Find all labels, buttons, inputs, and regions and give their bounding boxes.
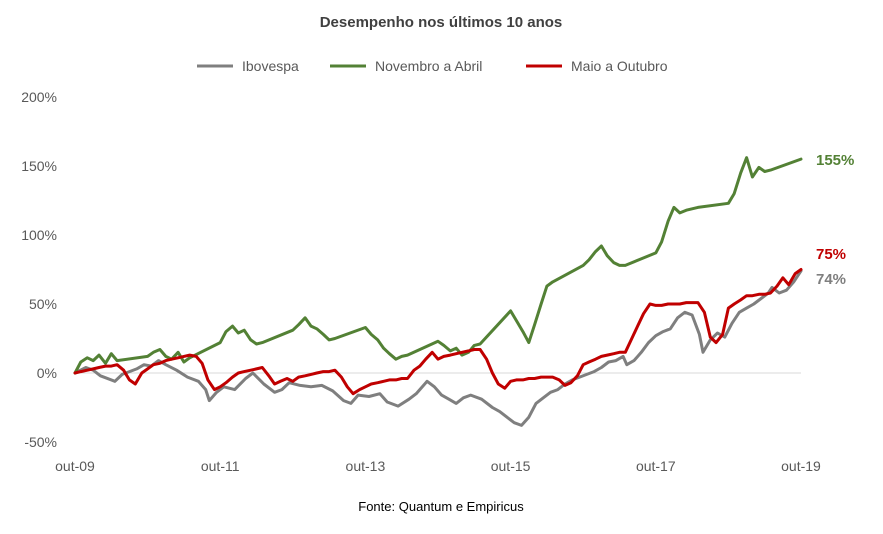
end-labels: 74% 155% 75% [816, 152, 854, 288]
legend: Ibovespa Novembro a Abril Maio a Outubro [197, 58, 668, 74]
x-tick-label: out-19 [781, 458, 821, 474]
series-line-2 [73, 268, 803, 396]
series-lines [73, 156, 803, 427]
y-tick-label: 0% [37, 365, 57, 381]
chart-title: Desempenho nos últimos 10 anos [320, 14, 563, 31]
x-tick-label: out-11 [201, 458, 240, 474]
y-tick-label: 100% [21, 227, 57, 243]
end-value-label: 75% [816, 246, 846, 263]
x-tick-label: out-09 [55, 458, 95, 474]
legend-label: Ibovespa [242, 58, 299, 74]
series-line-1 [73, 156, 803, 375]
end-value-label: 74% [816, 271, 846, 288]
x-tick-label: out-13 [346, 458, 386, 474]
y-tick-label: 150% [21, 158, 57, 174]
series-line-0 [73, 269, 803, 427]
x-tick-label: out-17 [636, 458, 676, 474]
y-tick-label: -50% [24, 434, 57, 450]
y-tick-label: 200% [21, 89, 57, 105]
source-note: Fonte: Quantum e Empiricus [358, 499, 524, 514]
y-tick-label: 50% [29, 296, 57, 312]
legend-label: Novembro a Abril [375, 58, 482, 74]
x-tick-label: out-15 [491, 458, 531, 474]
y-axis: -50% 0% 50% 100% 150% 200% [21, 89, 57, 450]
end-value-label: 155% [816, 152, 854, 169]
x-axis: out-09 out-11 out-13 out-15 out-17 out-19 [55, 458, 821, 474]
legend-label: Maio a Outubro [571, 58, 668, 74]
